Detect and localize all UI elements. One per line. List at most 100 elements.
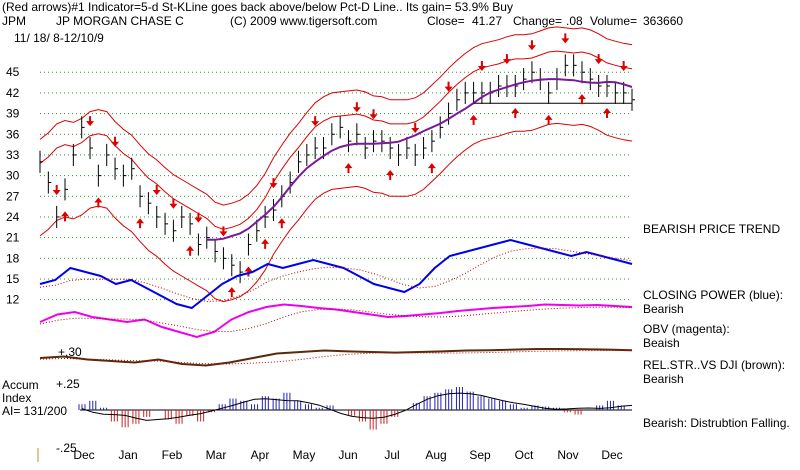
sell-arrow <box>619 60 628 71</box>
sell-arrow <box>311 116 320 127</box>
relstr-title: REL.STR..VS DJI (brown): <box>643 358 785 372</box>
buy-arrow <box>602 107 611 118</box>
closing-power-line <box>39 238 633 310</box>
buy-arrow <box>344 163 353 174</box>
accum-tick-bottom: -.25 <box>56 441 77 455</box>
inner-band <box>39 50 633 230</box>
sell-arrow <box>52 185 61 196</box>
y-tick-label: 21 <box>6 231 20 245</box>
y-tick-label: 42 <box>6 86 20 100</box>
moving-average <box>206 78 633 241</box>
indicator-lines <box>39 238 633 367</box>
sell-arrow <box>527 40 536 51</box>
change-value: .08 <box>566 14 583 28</box>
sell-arrow <box>111 136 120 147</box>
buy-arrow <box>227 287 236 298</box>
x-tick-label: Apr <box>251 448 270 462</box>
sell-arrow <box>444 81 453 92</box>
price-gridlines <box>40 71 632 301</box>
copyright-label: (C) 2009 www.tigersoft.com <box>230 14 377 28</box>
buy-arrow <box>136 218 145 229</box>
closing-power-title: CLOSING POWER (blue): <box>643 288 783 302</box>
price-trend-label: BEARISH PRICE TREND <box>643 222 780 236</box>
buy-arrow <box>511 107 520 118</box>
close-label: Close= <box>427 14 465 28</box>
buy-arrow <box>427 163 436 174</box>
x-axis: Dec Jan Feb Mar Apr May Jun Jul Aug Sep Oct Nov Dec <box>37 448 623 462</box>
x-tick-label: Aug <box>425 448 446 462</box>
accum-average-line <box>81 392 633 421</box>
company-label: JP MORGAN CHASE C <box>56 14 184 28</box>
y-tick-label: 18 <box>6 251 20 265</box>
x-tick-label: Dec <box>601 448 622 462</box>
x-tick-label: Jul <box>384 448 399 462</box>
buy-arrow <box>94 197 103 208</box>
relstr-line <box>39 348 633 367</box>
obv-line-average <box>39 306 633 332</box>
volume-label: Volume= <box>590 14 637 28</box>
upper-band <box>39 26 633 206</box>
buy-arrow <box>544 114 553 125</box>
signal-arrows <box>52 33 628 298</box>
y-tick-label: 12 <box>6 293 20 307</box>
x-tick-label: Jun <box>338 448 357 462</box>
ai-label: AI= 131/200 <box>2 404 67 418</box>
x-tick-label: Mar <box>206 448 227 462</box>
x-tick-label: Nov <box>557 448 578 462</box>
buy-arrow <box>244 266 253 277</box>
change-label: Change= <box>513 14 562 28</box>
sell-arrow <box>194 212 203 223</box>
obv-title: OBV (magenta): <box>643 322 730 336</box>
relstr-status: Bearish <box>643 372 684 386</box>
buy-arrow <box>61 211 70 222</box>
y-tick-label: 24 <box>6 210 20 224</box>
close-value: 41.27 <box>472 14 502 28</box>
accum-tick-top: +.25 <box>56 377 80 391</box>
x-tick-label: Jan <box>118 448 137 462</box>
x-tick-label: Dec <box>73 448 94 462</box>
sell-arrow <box>152 185 161 196</box>
relstr-axis-label: +.30 <box>58 345 82 359</box>
x-tick-label: Feb <box>162 448 183 462</box>
obv-status: Beaish <box>643 336 680 350</box>
buy-arrow <box>577 94 586 105</box>
moving-average-line <box>206 78 633 241</box>
y-tick-label: 27 <box>6 189 20 203</box>
x-tick-label: Oct <box>515 448 534 462</box>
sell-arrow <box>369 109 378 120</box>
sell-arrow <box>169 198 178 209</box>
chart-title: (Red arrows)#1 Indicator=5-d St-KLine go… <box>2 0 513 14</box>
sell-arrow <box>561 33 570 44</box>
buy-arrow <box>186 245 195 256</box>
sell-arrow <box>269 178 278 189</box>
buy-arrow <box>261 238 270 249</box>
sell-arrow <box>219 226 228 237</box>
price-bars <box>39 54 635 284</box>
accum-label: Accum <box>2 378 39 392</box>
sell-arrow <box>477 60 486 71</box>
sell-arrow <box>502 54 511 65</box>
sell-arrow <box>411 122 420 133</box>
accum-note: Bearish: Distrubtion Falling. <box>643 416 790 430</box>
volume-value: 363660 <box>643 14 683 28</box>
closing-power-line-average <box>39 247 633 303</box>
y-tick-label: 36 <box>6 127 20 141</box>
sell-arrow <box>86 116 95 127</box>
y-tick-label: 15 <box>6 272 20 286</box>
x-tick-label: May <box>293 448 316 462</box>
y-tick-label: 33 <box>6 148 20 162</box>
date-range-label: 11/ 18/ 8-12/10/9 <box>14 31 104 45</box>
y-tick-label: 45 <box>6 65 20 79</box>
sell-arrow <box>594 54 603 65</box>
price-y-axis: 45 42 39 36 33 30 27 24 21 18 15 12 <box>6 65 20 306</box>
buy-arrow <box>469 114 478 125</box>
buy-arrow <box>277 218 286 229</box>
sell-arrow <box>352 102 361 113</box>
ticker-label: JPM <box>2 14 26 28</box>
index-label: Index <box>2 391 31 405</box>
bollinger-bands <box>39 26 633 303</box>
x-tick-label: Sep <box>469 448 491 462</box>
buy-arrow <box>386 169 395 180</box>
